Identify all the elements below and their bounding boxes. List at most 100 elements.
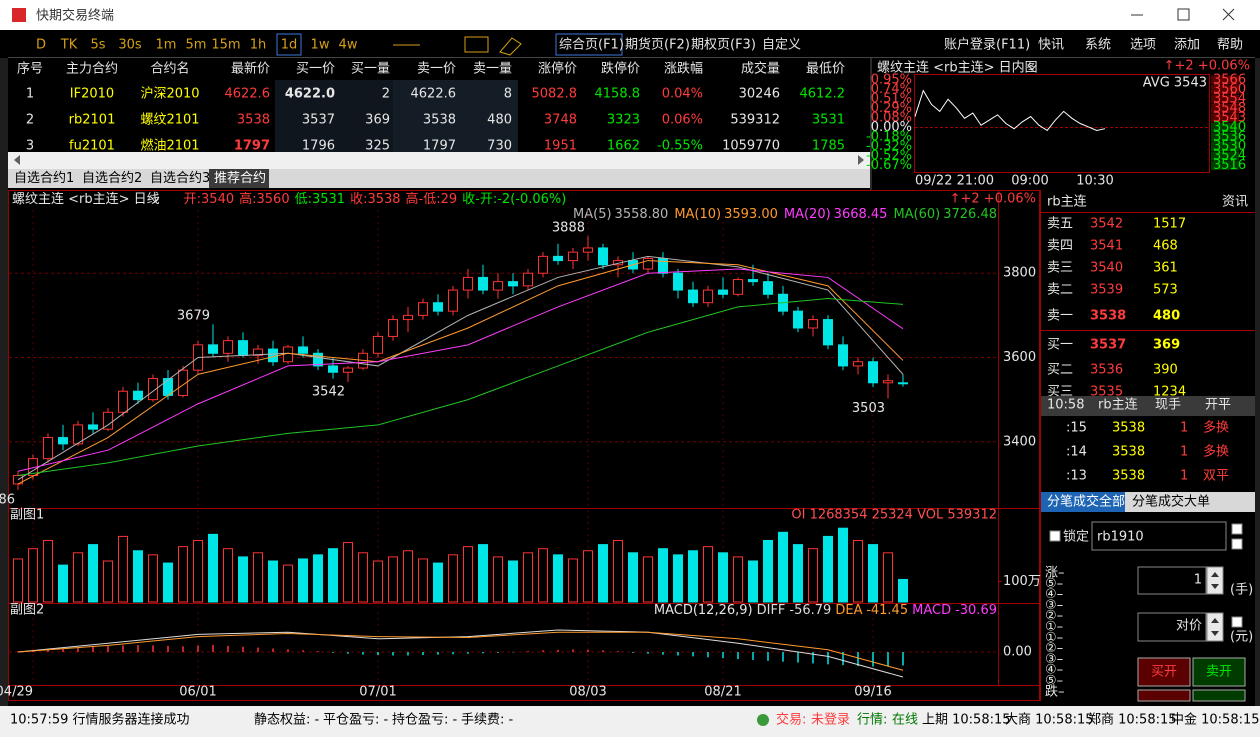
watch-tab[interactable]: 自选合约3 [150,171,210,186]
chart-header: 螺纹主连 <rb主连> 日线 开:3540 高:3560 低:3531 收:3538 高-… [12,191,566,207]
trade-cell: 多换 [1203,420,1229,436]
trade-cell: 多换 [1203,444,1229,460]
price-spinner[interactable] [1206,612,1224,642]
table-cell: 1662 [607,139,640,154]
trades-tab[interactable]: 分笔成交大单 [1132,494,1210,510]
period-button[interactable]: 1h [250,38,267,53]
menu-item[interactable]: 帮助 [1217,38,1243,53]
level-volume: 573 [1153,283,1178,298]
side-checkbox[interactable] [1231,538,1243,550]
period-button[interactable]: 1w [311,38,330,53]
volume-bar [883,552,893,603]
page-tab[interactable]: 期货页(F2) [625,37,690,53]
menu-item[interactable]: 添加 [1174,38,1200,53]
price-label-bg [1211,142,1239,151]
eraser-tool[interactable] [499,37,522,56]
lock-checkbox[interactable] [1049,530,1061,542]
table-cell: 30246 [739,87,780,102]
page-tab[interactable]: 自定义 [762,38,801,53]
table-cell: 4622.6 [411,87,457,102]
contract-input[interactable] [1091,521,1227,551]
watch-tab[interactable]: 推荐合约 [214,171,266,186]
quantity-spinner[interactable] [1206,566,1224,595]
price-checkbox[interactable] [1231,616,1243,628]
order-button[interactable] [1137,689,1191,702]
watch-tab[interactable]: 自选合约2 [82,171,142,186]
trade-cell: 1 [1180,445,1188,460]
volume-bar [208,533,218,603]
order-button[interactable] [1192,657,1246,687]
level-price: 3542 [1090,217,1123,232]
menu-item[interactable]: 快讯 [1038,38,1064,53]
volume-bar [88,544,98,603]
level-label: 卖一 [1047,309,1073,324]
order-button[interactable] [1192,689,1246,702]
maximize-button[interactable] [1177,8,1190,21]
y-tick-label: 3400 [1003,434,1036,449]
column-header: 最低价 [806,62,845,77]
macd-legend-item: -41.45 [866,603,908,618]
table-cell: 1951 [544,139,577,154]
volume-bar [238,556,248,603]
price-label-bg [1211,94,1239,104]
scrollbar[interactable] [8,152,870,169]
page-tab[interactable]: 综合页(F1) [559,38,624,53]
order-button[interactable] [1137,657,1191,687]
watch-tab[interactable]: 自选合约1 [14,171,74,186]
close-button[interactable] [1222,8,1235,21]
period-button[interactable]: 5s [90,38,105,53]
pct-label: 0.51% [871,92,912,107]
menu-item[interactable]: 选项 [1130,38,1156,53]
volume-bar [283,564,293,603]
period-button[interactable]: D [36,38,46,53]
volume-bar [628,552,638,603]
volume-bar [703,546,713,603]
price-label-bg [1211,161,1239,170]
period-button[interactable]: 5m [186,38,207,53]
side-checkbox[interactable] [1231,523,1243,535]
order-button-label[interactable]: 买开 [1151,665,1177,680]
table-cell: 325 [365,139,390,154]
menu-item[interactable]: 系统 [1085,38,1111,53]
period-button[interactable]: 15m [211,38,240,53]
candle-body [223,340,233,354]
candle-body [373,335,383,354]
status-label: 行情: [857,713,887,728]
quantity-input[interactable] [1137,566,1207,595]
level-label: 买三 [1047,385,1073,400]
period-button[interactable]: 1d [281,38,298,53]
scroll-left[interactable] [14,155,20,165]
info-link[interactable]: 资讯 [1222,195,1248,210]
period-button[interactable]: TK [60,38,78,53]
period-button[interactable]: 4w [339,38,358,53]
page-tab[interactable]: 期权页(F3) [691,37,756,53]
exchange-time: 中金 10:58:15 [1171,712,1260,728]
candle-body [898,382,908,385]
order-button-label[interactable]: 卖开 [1206,665,1232,680]
column-header: 涨跌幅 [664,61,703,77]
intraday-change: ↑+2 +0.06% [1164,59,1250,74]
price-input[interactable] [1137,612,1207,642]
ma-name: MA(10) [674,207,721,222]
candle-body [583,247,593,253]
scroll-right[interactable] [858,155,864,165]
intraday-title: 螺纹主连 <rb主连> 日内图 [877,60,1038,76]
rect-tool[interactable] [464,36,489,53]
volume-bar [733,556,743,603]
volume-bar [823,535,833,603]
table-cell: 1059770 [722,139,780,154]
x-tick-label: 2020/04/29 [0,685,33,700]
volume-bar [748,560,758,603]
menu-item[interactable]: 账户登录(F11) [944,37,1030,53]
volume-bar [553,554,563,603]
volume-bar [613,540,623,603]
ohlc-info: 收-开:-2(-0.06%) [462,192,566,207]
period-button[interactable]: 30s [118,38,142,53]
x-tick-label: 08/03 [569,685,606,700]
trades-tab[interactable]: 分笔成交全部 [1047,494,1125,510]
period-button[interactable]: 1m [156,38,177,53]
level-price: 3541 [1090,239,1123,254]
contract-value: rb1910 [1097,530,1144,545]
